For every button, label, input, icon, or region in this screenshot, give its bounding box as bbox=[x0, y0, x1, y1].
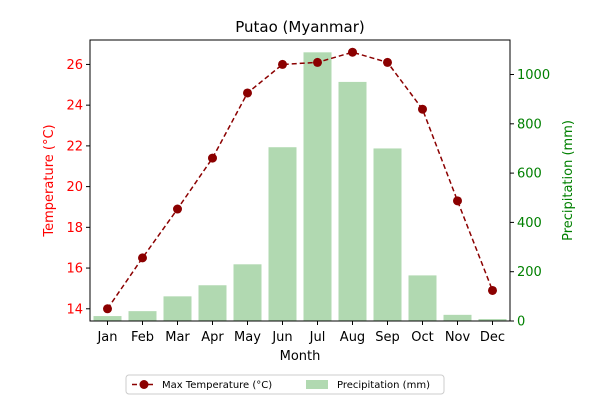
plot-frame bbox=[89, 39, 511, 322]
temperature-point bbox=[243, 88, 252, 98]
y-right-tick-label: 200 bbox=[517, 265, 542, 280]
x-axis-label: Month bbox=[280, 349, 321, 364]
precipitation-bar bbox=[303, 52, 332, 322]
y-axis-left-label: Temperature (°C) bbox=[42, 124, 57, 237]
y-right-tick-label: 0 bbox=[517, 315, 525, 330]
x-tick-label: Jul bbox=[309, 330, 326, 345]
legend-marker-swatch bbox=[139, 380, 149, 389]
legend-temperature-label: Max Temperature (°C) bbox=[162, 380, 272, 391]
precipitation-bar bbox=[338, 81, 367, 322]
precipitation-bar bbox=[478, 319, 507, 321]
legend: Max Temperature (°C) Precipitation (mm) bbox=[125, 374, 445, 395]
temperature-point bbox=[348, 47, 357, 57]
x-tick-label: Jan bbox=[96, 330, 117, 345]
temperature-point bbox=[383, 57, 392, 67]
x-tick-label: Jun bbox=[271, 330, 292, 345]
x-tick-label: Oct bbox=[411, 330, 433, 345]
precipitation-bar bbox=[408, 275, 437, 321]
legend-frame bbox=[125, 374, 445, 395]
legend-bar-swatch bbox=[306, 380, 328, 389]
temperature-point bbox=[138, 253, 147, 263]
precipitation-bars bbox=[93, 52, 507, 322]
y-axis-left: 14 16 18 20 22 24 26 bbox=[66, 58, 90, 317]
y-left-tick-label: 14 bbox=[66, 302, 83, 317]
temperature-point bbox=[278, 59, 287, 69]
x-tick-label: Dec bbox=[480, 330, 505, 345]
temperature-point bbox=[488, 285, 497, 295]
temperature-series-line bbox=[106, 51, 494, 310]
precipitation-bar bbox=[268, 147, 297, 321]
precipitation-bar bbox=[443, 314, 472, 321]
chart-title: Putao (Myanmar) bbox=[235, 18, 365, 36]
y-right-tick-label: 800 bbox=[517, 117, 542, 132]
x-tick-label: Apr bbox=[201, 330, 224, 345]
legend-precipitation-label: Precipitation (mm) bbox=[337, 380, 430, 391]
y-left-tick-label: 16 bbox=[66, 262, 83, 277]
y-left-tick-label: 24 bbox=[66, 99, 83, 114]
x-tick-label: Nov bbox=[445, 330, 471, 345]
y-left-tick-label: 20 bbox=[66, 180, 83, 195]
temperature-point bbox=[313, 57, 322, 67]
y-right-tick-label: 1000 bbox=[517, 68, 550, 83]
y-axis-right: 0 200 400 600 800 1000 bbox=[510, 68, 550, 330]
x-tick-label: Sep bbox=[375, 330, 400, 345]
precipitation-bar bbox=[198, 285, 227, 321]
temperature-point bbox=[453, 196, 462, 206]
temperature-point bbox=[208, 153, 217, 163]
precipitation-bar bbox=[373, 148, 402, 321]
x-tick-label: May bbox=[234, 330, 261, 345]
x-tick-label: Mar bbox=[165, 330, 190, 345]
y-right-tick-label: 400 bbox=[517, 216, 542, 231]
y-right-tick-label: 600 bbox=[517, 167, 542, 182]
x-tick-label: Feb bbox=[131, 330, 154, 345]
temperature-point bbox=[418, 104, 427, 114]
precipitation-bar bbox=[233, 264, 262, 321]
x-tick-label: Aug bbox=[340, 330, 365, 345]
precipitation-bar bbox=[163, 296, 192, 321]
y-axis-right-label: Precipitation (mm) bbox=[561, 120, 576, 241]
y-left-tick-label: 22 bbox=[66, 139, 83, 154]
y-left-tick-label: 18 bbox=[66, 221, 83, 236]
precipitation-bar bbox=[128, 311, 157, 321]
temperature-point bbox=[103, 304, 112, 314]
temperature-line bbox=[103, 47, 497, 314]
precipitation-bar bbox=[93, 316, 122, 321]
temperature-point bbox=[173, 204, 182, 214]
y-left-tick-label: 26 bbox=[66, 58, 83, 73]
x-axis: Jan Feb Mar Apr May Jun Jul Aug Sep Oct Nov Dec bbox=[96, 321, 505, 345]
